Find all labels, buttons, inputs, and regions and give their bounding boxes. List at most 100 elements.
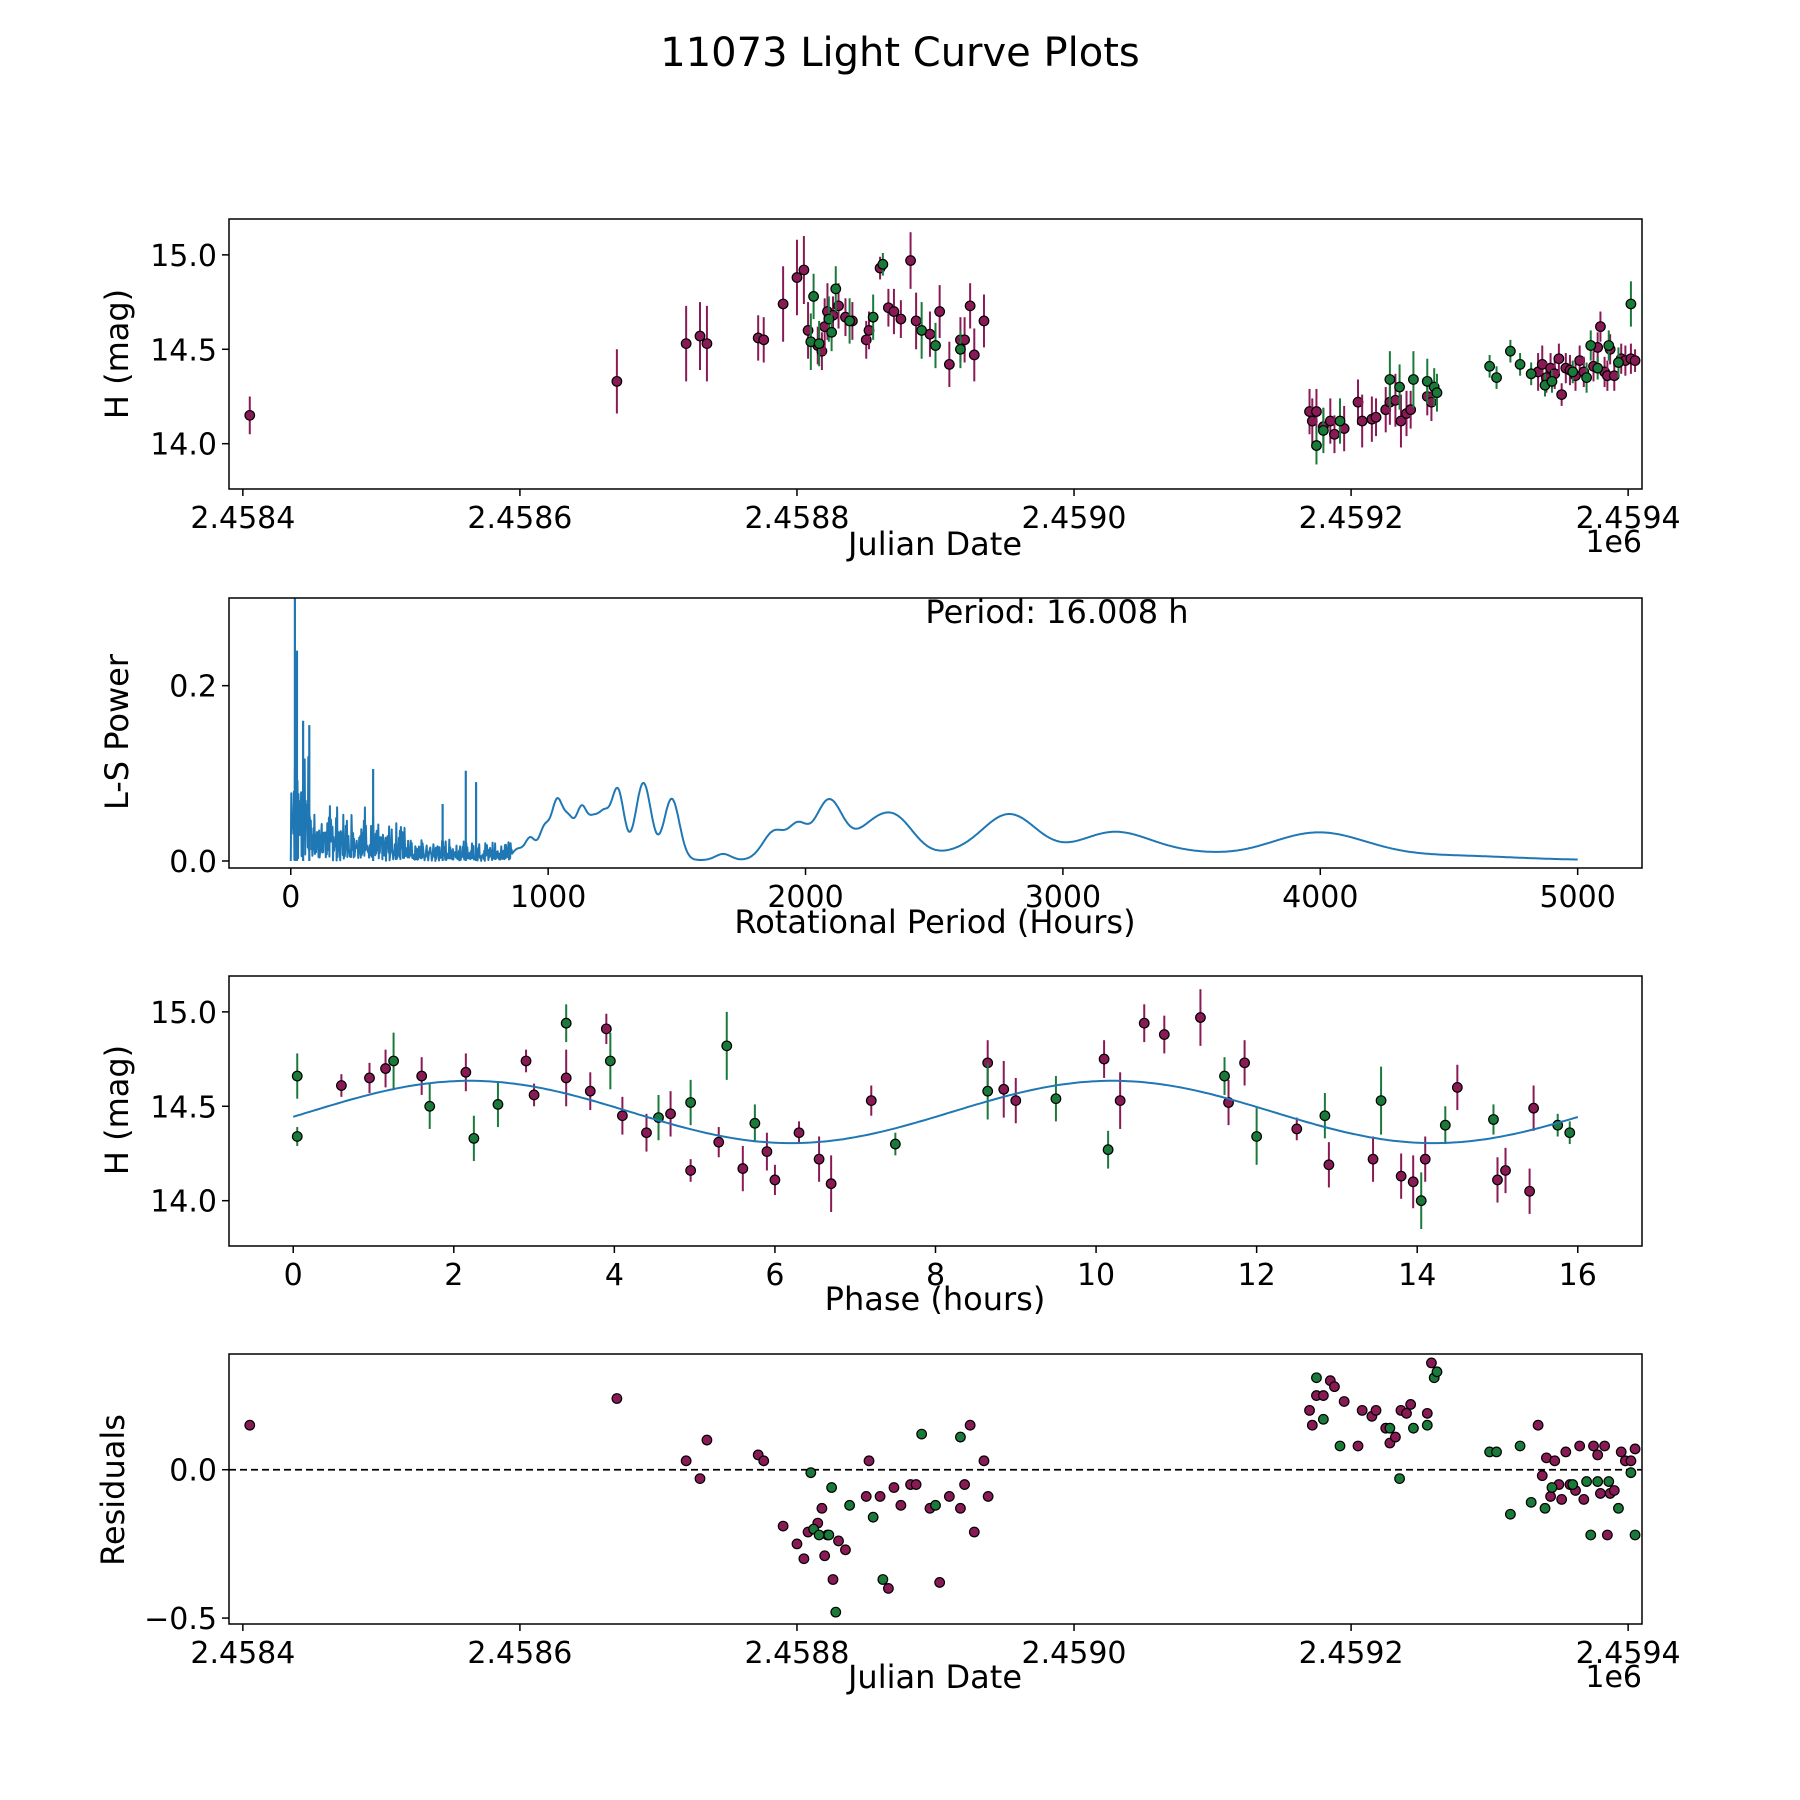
data-point [1539,1502,1551,1514]
x-tick-label: 1000 [510,880,586,915]
y-tick-label: 14.5 [150,333,217,368]
data-point [1603,340,1615,351]
data-point [1588,1440,1599,1452]
data-point [1421,375,1433,387]
data-point [955,1431,966,1443]
data-point [813,338,825,350]
data-point [1514,358,1526,370]
data-point [611,1393,623,1404]
data-point [819,1550,831,1562]
plot-frame [228,1353,1643,1625]
data-point [1407,1176,1419,1188]
data-point [1431,1366,1443,1378]
y-tick-label: 15.0 [150,996,217,1031]
data-point [1625,298,1637,310]
data-point [1528,1102,1540,1114]
data-point [1421,1407,1433,1419]
data-point [244,1419,256,1431]
data-point [685,1165,697,1176]
data-point [1329,428,1340,440]
x-axis-label: Julian Date [846,525,1022,563]
x-tick-label: 5000 [1539,880,1615,915]
data-point [1439,1119,1451,1131]
data-point [883,1582,894,1594]
data-point [943,1491,955,1502]
data-point [1138,1017,1150,1029]
data-point [1592,1476,1604,1487]
data-point [380,1063,391,1074]
data-point [934,306,946,317]
data-point [749,1117,761,1129]
data-point [830,283,842,295]
data-point [791,272,803,283]
y-tick-label: −0.5 [144,1602,217,1637]
data-point [758,334,770,346]
data-point [813,1153,825,1165]
data-point [968,1526,980,1538]
data-point [680,1455,692,1467]
data-point [1401,1407,1412,1419]
data-point [1601,1529,1613,1541]
x-tick-label: 6 [765,1258,784,1293]
data-point [1592,1449,1604,1461]
data-point [468,1132,480,1144]
data-point [680,338,692,350]
data-point [528,1089,540,1101]
y-tick-label: 14.5 [150,1090,217,1125]
data-point [641,1127,652,1139]
data-point [813,1529,825,1541]
data-point [584,1085,596,1097]
data-point [1608,1485,1620,1496]
data-point [777,1520,789,1532]
data-point [1050,1093,1062,1105]
plot-frame [228,975,1643,1247]
data-point [1195,1012,1206,1023]
data-point [867,311,879,323]
data-point [1239,1057,1250,1069]
data-point [1102,1144,1114,1156]
x-tick-label: 2.4588 [744,501,849,536]
x-tick-label: 0 [284,1258,303,1293]
data-point [1629,1529,1641,1541]
x-tick-label: 8 [926,1258,945,1293]
data-point [998,1083,1010,1095]
data-point [826,326,838,338]
data-point [823,1529,835,1541]
data-point [816,1502,828,1514]
data-point [777,298,789,310]
data-point [1491,372,1502,384]
data-point [1375,1095,1387,1107]
data-point [1504,1508,1516,1520]
data-point [895,313,907,325]
data-point [685,1097,697,1108]
data-point [1546,1482,1558,1493]
x-tick-label: 4 [605,1258,624,1293]
x-tick-label: 2.4584 [190,1636,295,1671]
data-point [1356,415,1368,427]
data-point [955,1502,966,1514]
data-point [888,1482,900,1493]
panel-periodogram: Rotational Period (Hours) L-S Power Peri… [98,593,1643,941]
data-point [761,1146,773,1157]
data-point [460,1066,472,1078]
data-point [964,300,976,312]
data-point [982,1491,994,1502]
data-point [721,1040,733,1052]
data-point [758,1455,770,1467]
data-point [1329,1381,1340,1393]
data-point [888,306,900,317]
data-point [604,1055,616,1067]
data-point [1514,1440,1526,1452]
data-point [244,409,256,421]
data-point [1484,360,1496,372]
data-point [910,315,922,327]
data-point [1352,1440,1364,1452]
x-tick-label: 2.4588 [744,1636,849,1671]
data-point [905,255,916,266]
data-point [844,315,856,327]
data-point [1317,1413,1329,1425]
y-tick-label: 15.0 [150,239,217,274]
data-point [895,1499,907,1511]
data-point [1525,368,1537,380]
data-point [1356,1404,1368,1416]
